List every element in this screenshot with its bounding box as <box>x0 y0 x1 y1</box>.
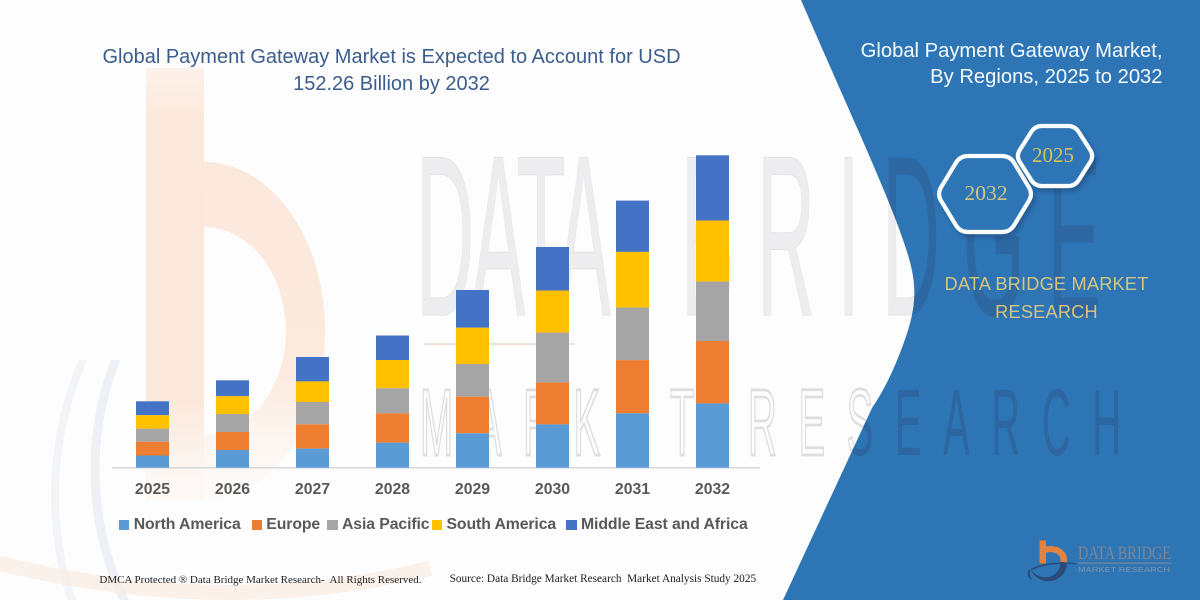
svg-text:MARKET RESEARCH: MARKET RESEARCH <box>1078 565 1170 574</box>
svg-text:MARKET RESEARCH: MARKET RESEARCH <box>420 370 1143 476</box>
svg-text:2032: 2032 <box>964 181 1007 205</box>
svg-text:DATA BRIDGE: DATA BRIDGE <box>1078 544 1171 564</box>
svg-text:DATA: DATA <box>416 110 611 365</box>
svg-text:2025: 2025 <box>1032 143 1074 167</box>
